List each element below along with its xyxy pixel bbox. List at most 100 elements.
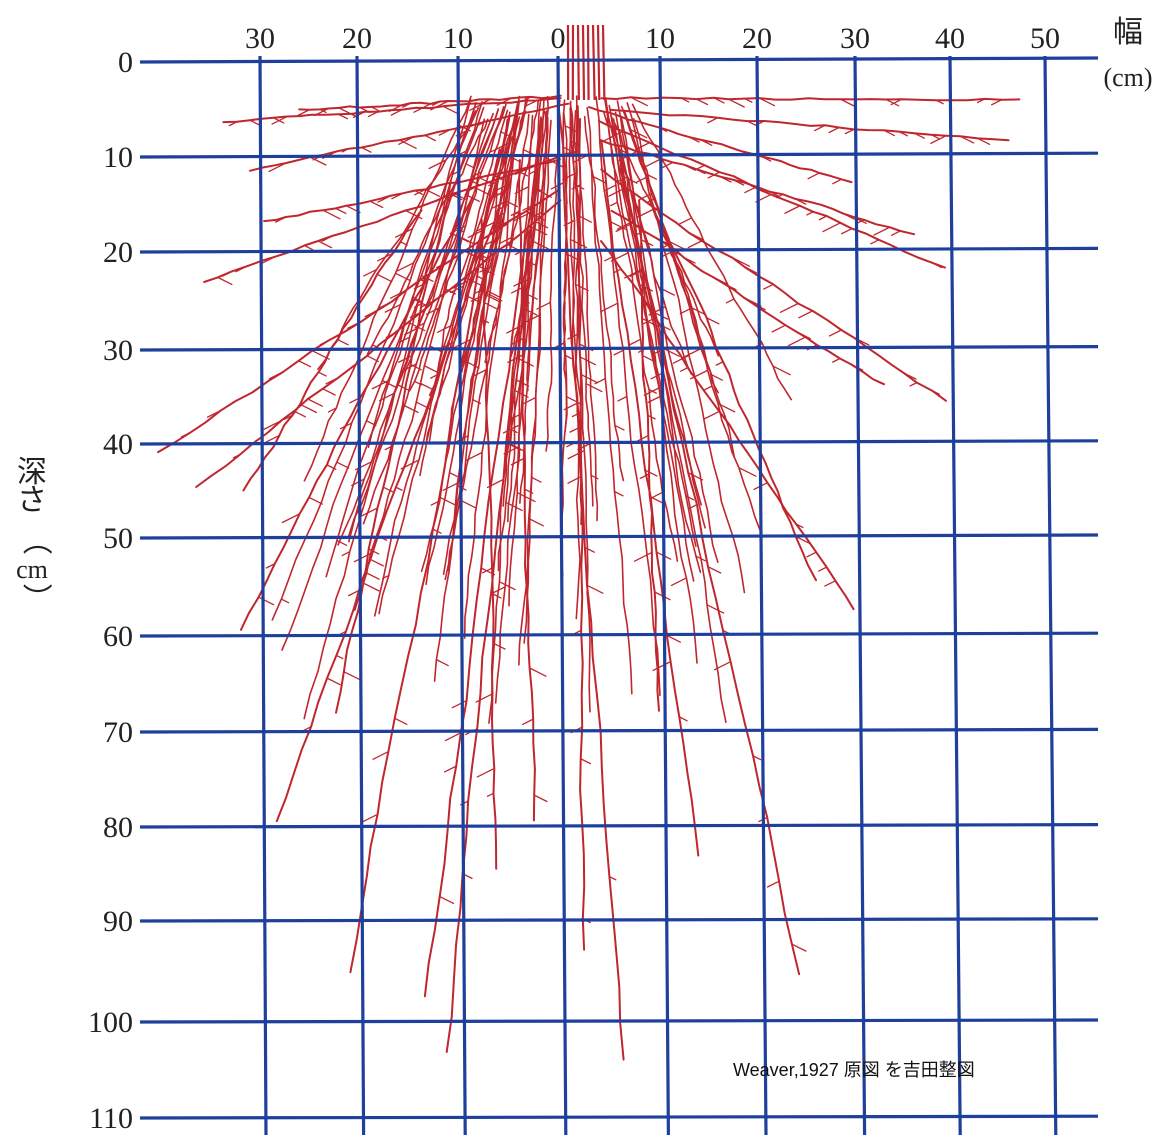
depth-axis-label-char-3: （ [19,525,52,555]
root-branchlet [780,303,798,312]
width-tick-label: 20 [742,22,772,55]
root-branchlet [819,216,826,220]
root-branchlet [764,284,773,289]
width-tick-label: 30 [840,22,870,55]
grid-row-line [140,153,1098,157]
root-branchlet [614,350,623,355]
root-branchlet [530,668,546,676]
root-branchlet [829,330,841,336]
root-branchlet [825,581,836,586]
root-branchlet [605,257,613,261]
depth-axis-label-char-2: さ [17,484,47,517]
root-branchlet [425,135,435,140]
root-branchlet [873,379,882,383]
root-branchlet [309,497,322,504]
width-tick-label: 40 [935,22,965,55]
width-tick-label: 0 [551,22,566,55]
root-branchlet [630,339,641,344]
root-branchlet [523,398,536,404]
root-branchlet [484,303,496,309]
grid-row-line [140,729,1098,732]
root-branchlet [842,229,852,234]
stem [588,25,589,100]
root-branchlet [436,660,448,666]
root-branchlet [493,643,505,649]
root-branchlet [808,173,819,179]
grid-column-line [950,56,960,1135]
width-tick-label: 20 [342,22,372,55]
root-branchlet [327,678,340,685]
root-branchlet [823,223,840,232]
root-branchlet [829,128,839,133]
width-tick-label: 10 [443,22,473,55]
root-branchlet [476,694,492,702]
root-strand [602,97,1020,100]
root-branchlet [512,288,523,293]
depth-tick-label: 30 [103,334,133,367]
root-branchlet [697,99,708,104]
depth-tick-label: 90 [103,905,133,938]
root-strand [617,101,717,562]
root-branchlet [449,473,457,477]
grid-column-line [260,56,266,1135]
root-branchlet [281,599,288,603]
root-branchlet [688,241,701,248]
root-strand [610,110,1008,140]
grid-row-line [140,825,1098,827]
grid-row-line [140,1116,1098,1118]
root-branchlet [788,337,805,346]
root-branchlet [767,881,779,887]
root-strand [369,102,483,447]
root-branchlet [841,99,856,106]
figure-credit: Weaver,1927 原図 を吉田整図 [733,1060,975,1080]
root-branchlet [634,552,651,561]
depth-axis-label-char-5: ） [19,583,52,613]
root-branchlet [745,187,757,193]
depth-tick-label: 110 [89,1102,133,1135]
root-branchlet [323,389,335,395]
root-branchlet [601,303,618,312]
root-branchlet [452,701,466,708]
root-branchlet [443,483,457,490]
width-tick-label: 30 [245,22,275,55]
root-branchlet [611,202,618,205]
root-strand [264,159,560,221]
root-branchlet [581,374,598,382]
root-branchlet [318,372,326,376]
root-branchlet [443,106,457,113]
root-branchlet [367,573,379,579]
root-branchlet [707,605,724,613]
root-branchlet [581,759,591,764]
root-branchlet [440,897,454,904]
root-branchlet [400,140,417,148]
root-branchlet [585,547,594,552]
root-branchlet [344,672,361,681]
root-branchlet [910,383,917,386]
root-strand [277,200,501,821]
root-branchlet [726,299,733,303]
grid-row-line [140,1020,1098,1022]
root-branchlet [892,231,901,235]
root-branchlet [337,462,349,468]
grid-row-line [140,248,1098,252]
root-branchlet [716,362,723,365]
root-branchlet [871,240,879,244]
root-branchlet [377,274,392,281]
root-branchlet [645,159,661,167]
root-branchlet [395,718,407,724]
root-branchlet [370,559,383,565]
root-branchlet [445,733,460,741]
depth-tick-label: 40 [103,428,133,461]
root-branchlet [683,349,701,358]
root-branchlet [218,277,232,284]
grid-column-line [1045,56,1056,1135]
root-strand [304,99,470,718]
root-branchlet [679,218,692,224]
width-axis-unit: (cm) [1103,63,1152,92]
root-branchlet [304,246,312,250]
root-branchlet [308,399,322,406]
root-branchlet [931,136,946,144]
stem [593,25,595,100]
